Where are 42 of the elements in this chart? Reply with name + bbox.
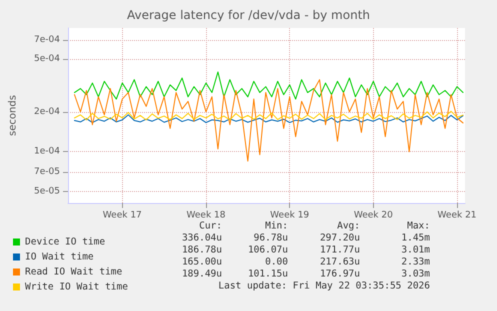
text: 96.78u (254, 232, 288, 244)
text: Avg: (337, 220, 360, 232)
x-tick-label: Week 19 (270, 210, 310, 220)
line-series (74, 114, 464, 124)
text: 297.20u (320, 232, 360, 244)
y-tick-label: 5e-04 (34, 54, 60, 64)
x-tick-label: Week 18 (186, 210, 226, 220)
text: Last update: Fri May 22 03:35:55 2026 (218, 280, 430, 292)
text: 176.97u (320, 268, 360, 280)
text: 217.63u (320, 256, 360, 268)
text: Cur: (199, 220, 222, 232)
text: 189.49u (182, 268, 222, 280)
text: 1.45m (401, 232, 430, 244)
y-tick-label: 7e-04 (34, 34, 60, 45)
legend-label: IO Wait time (25, 252, 94, 262)
line-series (74, 72, 464, 100)
y-tick-label: 7e-05 (34, 167, 60, 178)
text: 171.77u (320, 244, 360, 256)
y-tick-label: 5e-05 (34, 186, 60, 197)
chart-title: Average latency for /dev/vda - by month (127, 8, 370, 22)
text: 165.00u (182, 256, 222, 268)
x-tick-label: Week 20 (354, 210, 394, 220)
text: 336.04u (182, 232, 222, 244)
y-tick-label: 2e-04 (34, 106, 60, 117)
legend-label: Read IO Wait time (25, 266, 123, 278)
text: 3.03m (401, 268, 430, 280)
text: 106.07u (248, 244, 288, 256)
text: 0.00 (265, 256, 288, 268)
text: 3.01m (401, 244, 430, 256)
legend-label: Write IO Wait time (25, 282, 128, 292)
line-series (74, 110, 464, 120)
y-tick-label: 1e-04 (34, 146, 60, 157)
line-series (74, 79, 464, 162)
text: 101.15u (248, 268, 288, 280)
x-tick-label: Week 21 (438, 210, 477, 220)
y-axis-title: seconds (8, 95, 18, 136)
legend-label: Device IO time (25, 236, 106, 248)
text: 186.78u (182, 244, 222, 256)
x-tick-label: Week 17 (102, 210, 142, 220)
text: Max: (407, 220, 430, 232)
text: 2.33m (401, 256, 430, 268)
text: Min: (265, 220, 288, 232)
